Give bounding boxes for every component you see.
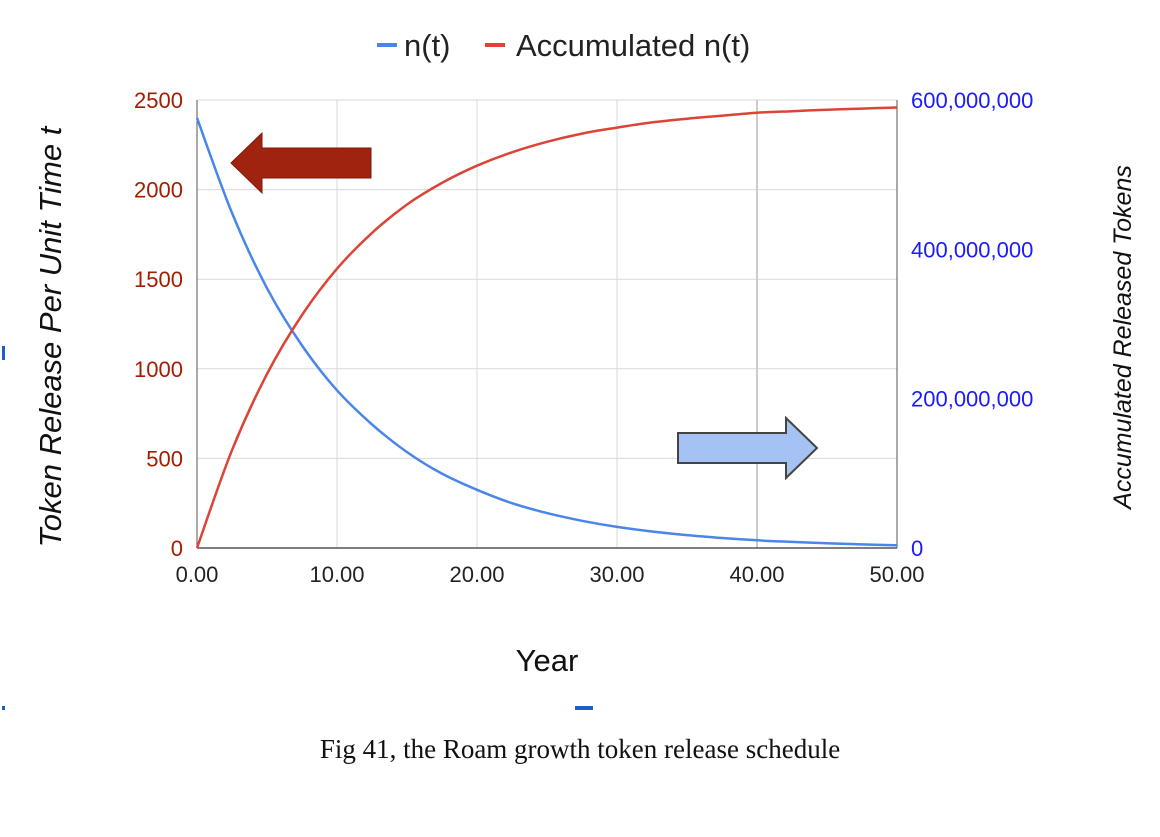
series-line-n-t bbox=[195, 117, 898, 547]
right-axis-tick-label: 400,000,000 bbox=[911, 237, 1033, 262]
left-axis-tick-label: 0 bbox=[171, 536, 183, 561]
blue-marker bbox=[575, 706, 593, 710]
left-axis-tick-label: 2500 bbox=[134, 88, 183, 113]
series-line-accumulated-n-t bbox=[195, 106, 898, 549]
left-axis-tick-label: 500 bbox=[146, 446, 183, 471]
left-axis-tick-label: 2000 bbox=[134, 178, 183, 203]
x-axis-tick-label: 30.00 bbox=[589, 562, 644, 587]
left-pointing-arrow-icon bbox=[230, 131, 372, 195]
x-axis-title: Year bbox=[516, 643, 579, 678]
x-axis-tick-label: 40.00 bbox=[729, 562, 784, 587]
left-axis-title: Token Release Per Unit Time t bbox=[33, 125, 68, 547]
legend-label: n(t) bbox=[404, 28, 451, 63]
legend-label: Accumulated n(t) bbox=[516, 28, 750, 63]
left-axis-tick-label: 1000 bbox=[134, 357, 183, 382]
blue-marker bbox=[2, 706, 5, 710]
right-axis-tick-label: 0 bbox=[911, 536, 923, 561]
blue-marker bbox=[2, 346, 5, 360]
x-axis-tick-label: 0.00 bbox=[176, 562, 219, 587]
x-axis-tick-label: 20.00 bbox=[449, 562, 504, 587]
x-axis-tick-label: 50.00 bbox=[869, 562, 924, 587]
right-axis-tick-label: 600,000,000 bbox=[911, 88, 1033, 113]
right-axis-tick-label: 200,000,000 bbox=[911, 387, 1033, 412]
left-axis-tick-label: 1500 bbox=[134, 267, 183, 292]
right-axis-title: Accumulated Released Tokens bbox=[1109, 165, 1137, 511]
right-pointing-arrow-icon bbox=[677, 415, 819, 481]
x-axis-tick-label: 10.00 bbox=[309, 562, 364, 587]
figure-caption: Fig 41, the Roam growth token release sc… bbox=[319, 734, 841, 764]
